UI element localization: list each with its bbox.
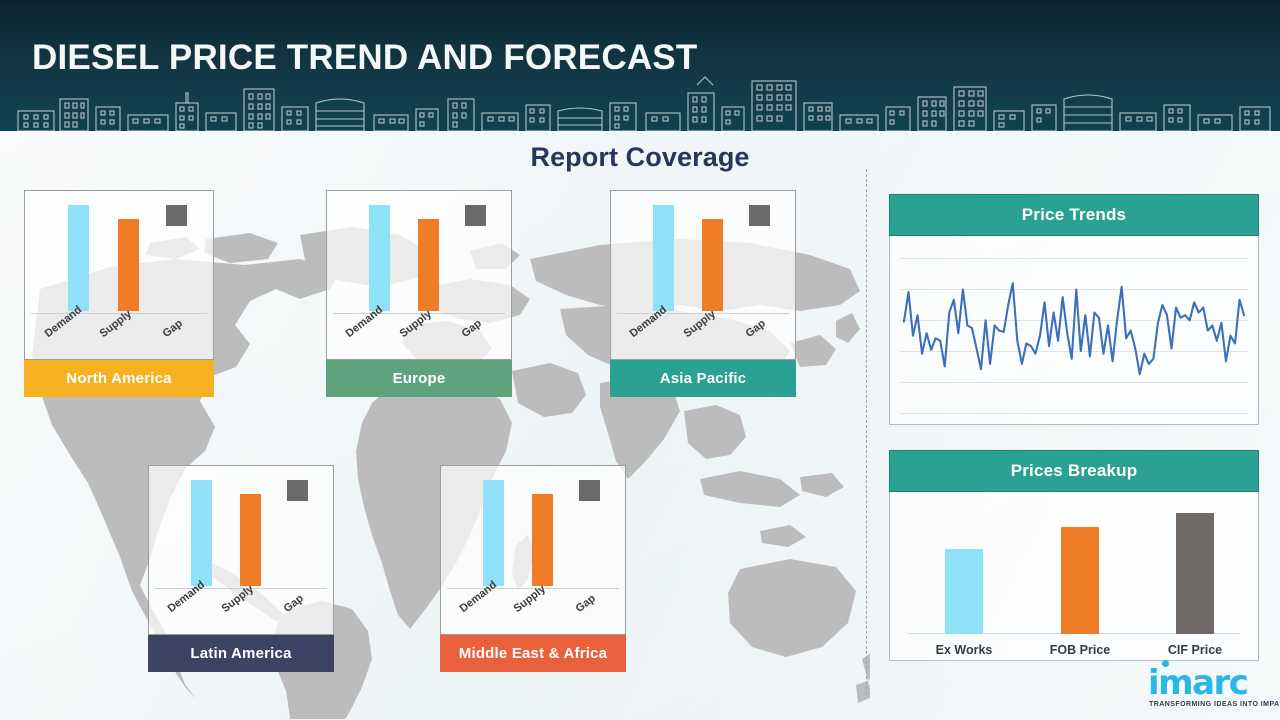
content-stage: Report Coverage Demand Supply Gap North …: [0, 131, 1280, 720]
gridline: [900, 413, 1248, 414]
gridline: [900, 351, 1248, 352]
bar-supply: [240, 494, 261, 586]
region-chart-europe: Demand Supply Gap: [326, 190, 512, 360]
page-title: DIESEL PRICE TREND AND FORECAST: [32, 38, 698, 77]
axis-label-demand: Demand: [42, 303, 85, 340]
bar-supply: [702, 219, 723, 311]
bar-gap: [749, 205, 770, 226]
region-card-asia-pacific[interactable]: Demand Supply Gap Asia Pacific: [610, 190, 796, 397]
bar-supply: [418, 219, 439, 311]
section-divider: [866, 169, 867, 694]
region-card-latin-america[interactable]: Demand Supply Gap Latin America: [148, 465, 334, 672]
region-card-middle-east-africa[interactable]: Demand Supply Gap Middle East & Africa: [440, 465, 626, 672]
price-trends-chart: [889, 236, 1259, 425]
region-card-europe[interactable]: Demand Supply Gap Europe: [326, 190, 512, 397]
bar-demand: [369, 205, 390, 311]
chart-baseline: [155, 588, 327, 589]
region-label-europe[interactable]: Europe: [326, 360, 512, 397]
region-label-latin-america[interactable]: Latin America: [148, 635, 334, 672]
region-chart-latin-america: Demand Supply Gap: [148, 465, 334, 635]
gridline: [900, 258, 1248, 259]
axis-label-demand: Demand: [343, 303, 386, 340]
label-fob-price: FOB Price: [1049, 643, 1111, 657]
logo-tagline: TRANSFORMING IDEAS INTO IMPACT: [1149, 701, 1280, 708]
axis-label-gap: Gap: [573, 592, 598, 615]
axis-label-demand: Demand: [627, 303, 670, 340]
bar-supply: [532, 494, 553, 586]
axis-label-demand: Demand: [165, 578, 208, 615]
bar-gap: [579, 480, 600, 501]
price-trend-line: [902, 282, 1246, 376]
region-label-asia-pacific[interactable]: Asia Pacific: [610, 360, 796, 397]
logo-dot-icon: [1162, 660, 1169, 667]
axis-label-gap: Gap: [743, 317, 768, 340]
panel-title-price-trends: Price Trends: [889, 194, 1259, 236]
chart-baseline: [333, 313, 505, 314]
label-cif-price: CIF Price: [1167, 643, 1223, 657]
city-skyline-icon: [17, 76, 1271, 131]
chart-baseline: [31, 313, 207, 314]
axis-label-gap: Gap: [459, 317, 484, 340]
gridline: [900, 289, 1248, 290]
bar-gap: [287, 480, 308, 501]
logo-wordmark: imarc: [1148, 663, 1249, 703]
panel-price-trends[interactable]: Price Trends: [889, 194, 1259, 425]
bar-supply: [118, 219, 139, 311]
bar-demand: [68, 205, 89, 311]
coverage-title: Report Coverage: [530, 142, 750, 172]
region-chart-middle-east-africa: Demand Supply Gap: [440, 465, 626, 635]
label-ex-works: Ex Works: [935, 643, 993, 657]
bar-gap: [166, 205, 187, 226]
chart-baseline: [447, 588, 619, 589]
prices-breakup-chart: Ex Works FOB Price CIF Price: [889, 492, 1259, 661]
bar-demand: [483, 480, 504, 586]
region-label-middle-east-africa[interactable]: Middle East & Africa: [440, 635, 626, 672]
panel-title-prices-breakup: Prices Breakup: [889, 450, 1259, 492]
region-chart-asia-pacific: Demand Supply Gap: [610, 190, 796, 360]
chart-baseline: [617, 313, 789, 314]
gridline: [900, 382, 1248, 383]
bar-cif-price: [1176, 513, 1214, 634]
imarc-logo[interactable]: imarc TRANSFORMING IDEAS INTO IMPACT: [1140, 658, 1280, 716]
region-card-north-america[interactable]: Demand Supply Gap North America: [24, 190, 214, 397]
bar-fob-price: [1061, 527, 1099, 634]
bar-ex-works: [945, 549, 983, 634]
axis-label-gap: Gap: [281, 592, 306, 615]
panel-prices-breakup[interactable]: Prices Breakup Ex Works FOB Price CIF Pr…: [889, 450, 1259, 661]
axis-label-demand: Demand: [457, 578, 500, 615]
region-label-north-america[interactable]: North America: [24, 360, 214, 397]
bar-gap: [465, 205, 486, 226]
page-header: DIESEL PRICE TREND AND FORECAST: [0, 0, 1280, 131]
axis-label-gap: Gap: [160, 317, 185, 340]
bar-demand: [191, 480, 212, 586]
bar-demand: [653, 205, 674, 311]
region-chart-north-america: Demand Supply Gap: [24, 190, 214, 360]
